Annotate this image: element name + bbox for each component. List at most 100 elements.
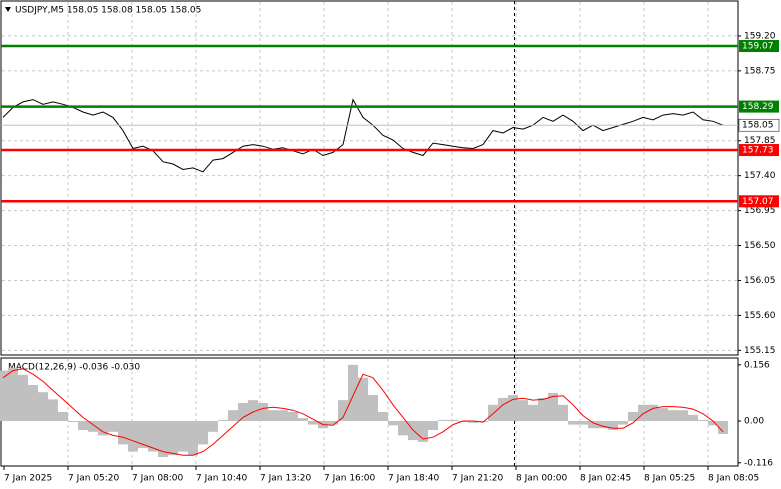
level-label: 157.73 xyxy=(742,146,774,156)
macd-bar xyxy=(618,421,628,425)
y-tick-label: 155.60 xyxy=(744,311,776,321)
macd-bar xyxy=(558,404,568,421)
macd-bar xyxy=(578,421,588,425)
macd-bar xyxy=(28,385,38,421)
macd-bar xyxy=(598,421,608,429)
y-tick-label: 157.40 xyxy=(744,171,776,181)
x-tick-label: 7 Jan 18:40 xyxy=(388,474,440,484)
macd-bar xyxy=(228,410,238,421)
level-tag xyxy=(739,40,779,53)
macd-bar xyxy=(98,421,108,436)
last-price-tag xyxy=(738,118,780,132)
macd-bar xyxy=(208,421,218,432)
macd-bar xyxy=(718,421,728,434)
macd-bar xyxy=(648,404,658,421)
macd-bar xyxy=(518,400,528,421)
y-tick-label: 156.05 xyxy=(744,276,776,286)
macd-bar xyxy=(398,421,408,436)
x-tick-label: 8 Jan 02:45 xyxy=(580,474,631,484)
macd-bar xyxy=(608,421,618,430)
price-panel xyxy=(0,0,739,356)
macd-bar xyxy=(338,400,348,421)
y-tick-label: 156.95 xyxy=(744,206,776,216)
x-tick-label: 8 Jan 05:25 xyxy=(644,474,695,484)
menu-arrow xyxy=(5,7,11,12)
level-label: 158.29 xyxy=(742,102,774,112)
macd-bar xyxy=(18,374,28,421)
macd-bar xyxy=(248,400,258,421)
x-tick-label: 7 Jan 05:20 xyxy=(68,474,120,484)
macd-bar xyxy=(388,421,398,426)
x-tick-label: 7 Jan 08:00 xyxy=(132,474,184,484)
signal-line xyxy=(2,368,724,456)
x-tick-label: 8 Jan 08:05 xyxy=(708,474,759,484)
macd-bar xyxy=(88,421,98,432)
macd-bar xyxy=(128,421,138,452)
level-tag xyxy=(739,144,779,157)
macd-bar xyxy=(8,367,18,421)
chart-title: USDJPY,M5 158.05 158.08 158.05 158.05 xyxy=(15,6,201,16)
y-tick-label: 158.75 xyxy=(744,66,776,76)
macd-bar xyxy=(568,421,578,425)
macd-bar xyxy=(548,392,558,421)
macd-bar xyxy=(328,421,338,425)
macd-bar xyxy=(498,397,508,421)
macd-title: MACD(12,26,9) -0.036 -0.030 xyxy=(8,363,140,373)
macd-bar xyxy=(168,421,178,456)
macd-bar xyxy=(428,421,438,430)
macd-bar xyxy=(48,399,58,421)
macd-bar xyxy=(58,412,68,421)
x-tick-label: 8 Jan 00:00 xyxy=(516,474,568,484)
x-tick-label: 7 Jan 10:40 xyxy=(196,474,248,484)
macd-bar xyxy=(658,408,668,421)
y-tick-label: 157.85 xyxy=(744,136,776,146)
macd-bar xyxy=(488,404,498,421)
macd-bar xyxy=(268,410,278,421)
macd-bar xyxy=(638,404,648,421)
x-tick-label: 7 Jan 16:00 xyxy=(324,474,376,484)
macd-bar xyxy=(78,421,88,430)
macd-bar xyxy=(708,421,718,426)
macd-bar xyxy=(68,421,78,423)
y-tick-label: 159.20 xyxy=(744,31,776,41)
macd-bar xyxy=(258,403,268,421)
macd-bar xyxy=(438,419,448,421)
macd-bar xyxy=(668,410,678,421)
x-tick-label: 7 Jan 2025 xyxy=(4,474,52,484)
y-tick-label: 0.156 xyxy=(744,360,770,370)
y-tick-label: 0.00 xyxy=(744,417,764,427)
level-tag xyxy=(739,100,779,113)
macd-bar xyxy=(118,421,128,445)
macd-bar xyxy=(538,397,548,421)
macd-bar xyxy=(198,421,208,445)
last-price-label: 158.05 xyxy=(742,121,774,131)
y-tick-label: 156.50 xyxy=(744,241,776,251)
level-label: 157.07 xyxy=(742,197,774,207)
y-tick-label: -0.116 xyxy=(744,458,773,468)
x-tick-label: 7 Jan 13:20 xyxy=(260,474,312,484)
macd-bar xyxy=(278,410,288,421)
macd-bar xyxy=(448,419,458,421)
macd-bar xyxy=(108,421,118,432)
y-tick-label: 155.15 xyxy=(744,346,776,356)
macd-bar xyxy=(38,392,48,421)
x-tick-label: 7 Jan 21:20 xyxy=(452,474,504,484)
macd-bar xyxy=(218,419,228,421)
level-tag xyxy=(739,195,779,208)
macd-bar xyxy=(308,421,318,425)
macd-bar xyxy=(528,404,538,421)
macd-bar xyxy=(298,418,308,421)
macd-bar xyxy=(148,421,158,452)
macd-bar xyxy=(288,412,298,421)
macd-bar xyxy=(688,414,698,421)
macd-bar xyxy=(138,421,148,448)
macd-bar xyxy=(378,412,388,421)
macd-bar xyxy=(368,395,378,421)
macd-bar xyxy=(508,395,518,421)
macd-bar xyxy=(238,403,248,421)
macd-bar xyxy=(588,421,598,429)
macd-bar xyxy=(468,421,478,423)
macd-bar xyxy=(358,377,368,421)
macd-bar xyxy=(418,421,428,442)
